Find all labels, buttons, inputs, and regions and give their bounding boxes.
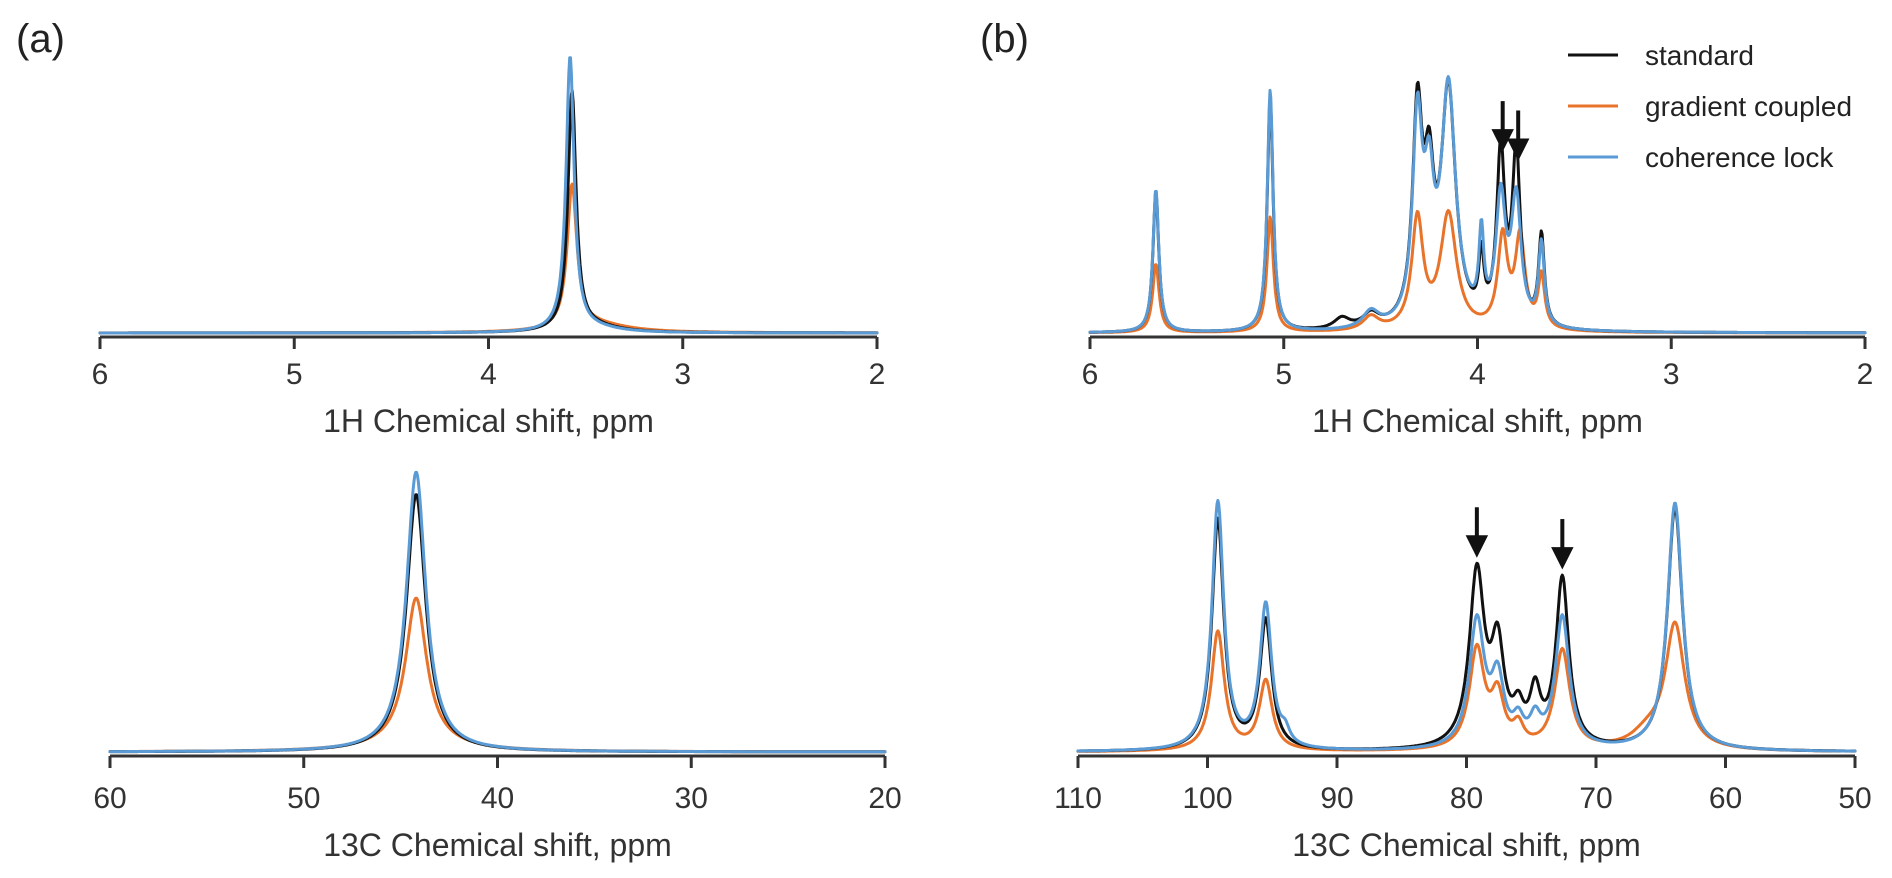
x-tick-label-a-13c-40: 40: [481, 782, 514, 815]
x-tick-label-b-1h-6: 6: [1082, 358, 1099, 391]
x-tick-label-b-1h-4: 4: [1469, 358, 1486, 391]
x-axis-title-a-13c: 13C Chemical shift, ppm: [323, 827, 672, 863]
series-standard-a-1h: [98, 89, 879, 335]
legend-label-gradient: gradient coupled: [1645, 91, 1852, 122]
x-tick-label-b-13c-100: 100: [1182, 782, 1232, 815]
x-tick-label-b-13c-110: 110: [1054, 782, 1102, 815]
x-tick-label-b-1h-5: 5: [1275, 358, 1292, 391]
series-gradient-coupled-a-13c: [108, 596, 887, 754]
series-coherence-lock-b-1h: [1088, 75, 1867, 335]
series-gradient-coupled-a-1h: [98, 182, 879, 335]
legend-label-coherence: coherence lock: [1645, 142, 1834, 173]
series-coherence-lock-b-13c: [1076, 498, 1857, 753]
peak-arrow-b-13c-0: [1465, 507, 1489, 558]
x-tick-label-b-1h-3: 3: [1663, 358, 1680, 391]
series-standard-a-13c: [108, 493, 887, 754]
x-tick-label-a-1h-6: 6: [92, 358, 109, 391]
peak-arrow-b-1h-1: [1506, 110, 1530, 161]
x-tick-label-a-1h-2: 2: [869, 358, 886, 391]
chart-a-1h: 6 5 4 3 2 1H Chemical shift, ppm: [92, 56, 886, 439]
x-tick-label-a-13c-30: 30: [675, 782, 708, 815]
series-coherence-lock-a-1h: [98, 56, 879, 335]
x-tick-label-a-13c-60: 60: [93, 782, 126, 815]
x-axis-title-a-1h: 1H Chemical shift, ppm: [323, 403, 654, 439]
peak-arrow-b-1h-0: [1491, 101, 1514, 152]
x-tick-label-b-13c-50: 50: [1838, 782, 1871, 815]
chart-b-13c: 110 100 90 80 70 60 50 13C Chemical shift, ppm: [1054, 498, 1872, 863]
x-tick-label-a-13c-50: 50: [287, 782, 320, 815]
x-tick-label-a-1h-3: 3: [674, 358, 691, 391]
x-tick-label-b-13c-60: 60: [1709, 782, 1742, 815]
chart-a-13c: 60 50 40 30 20 13C Chemical shift, ppm: [93, 470, 902, 863]
x-tick-label-a-1h-5: 5: [286, 358, 303, 391]
panel-label-a: (a): [16, 17, 65, 61]
x-tick-label-b-13c-80: 80: [1450, 782, 1483, 815]
series-standard-b-13c: [1076, 506, 1857, 753]
x-tick-label-a-1h-4: 4: [480, 358, 497, 391]
x-axis-title-b-1h: 1H Chemical shift, ppm: [1312, 403, 1643, 439]
x-axis-title-b-13c: 13C Chemical shift, ppm: [1292, 827, 1641, 863]
panel-label-b: (b): [980, 17, 1029, 61]
x-tick-label-a-13c-20: 20: [868, 782, 901, 815]
x-tick-label-b-1h-2: 2: [1857, 358, 1874, 391]
x-tick-label-b-13c-70: 70: [1579, 782, 1612, 815]
series-coherence-lock-a-13c: [108, 470, 887, 754]
legend-label-standard: standard: [1645, 40, 1754, 71]
peak-arrow-b-13c-1: [1551, 519, 1574, 570]
x-tick-label-b-13c-90: 90: [1320, 782, 1353, 815]
chart-b-1h: 6 5 4 3 2 1H Chemical shift, ppm: [1082, 75, 1874, 439]
plots: 6 5 4 3 2 1H Chemical shift, ppm 60 50 40 30 20 13C…: [92, 56, 1874, 863]
legend: standard gradient coupled coherence lock: [1568, 40, 1852, 173]
